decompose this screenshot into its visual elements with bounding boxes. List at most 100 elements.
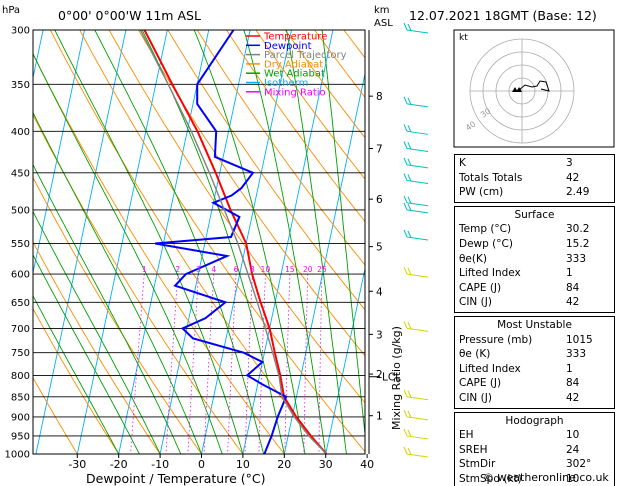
location-title: 0°00' 0°00'W 11m ASL — [58, 8, 201, 23]
pressure-tick-label: 400 — [11, 127, 30, 138]
mixing-ratio-label: 20 — [303, 265, 313, 274]
mixing-ratio-label: 25 — [317, 265, 327, 274]
legend-label: Temperature — [263, 32, 327, 43]
mu-row: Pressure (mb) 1015 — [459, 333, 593, 346]
isotherm-line — [33, 30, 85, 275]
mixing-ratio-label: 4 — [211, 265, 216, 274]
wind-barb-staff — [406, 103, 429, 108]
pressure-tick-label: 550 — [11, 239, 30, 250]
wind-barb-flag — [407, 429, 412, 437]
isotherm-line — [159, 30, 251, 454]
wind-barb-flag — [407, 23, 412, 31]
wind-barb-staff — [406, 180, 429, 185]
altitude-tick-label: 1 — [376, 411, 383, 423]
pressure-tick-label: 800 — [11, 371, 30, 382]
wind-barb-flag — [403, 195, 408, 203]
wind-barbs — [403, 22, 429, 458]
most-unstable-title: Most Unstable — [497, 318, 572, 331]
profile-lines — [139, 30, 328, 454]
wind-barb-flag — [403, 96, 408, 105]
wind-barb-flag — [403, 22, 408, 31]
mixing-ratio-label: 8 — [250, 265, 255, 274]
hodograph-storm-markers — [512, 87, 522, 92]
series-temperature — [143, 30, 328, 454]
mixing-ratio-label: 3 — [196, 265, 201, 274]
wind-barb-flag — [403, 229, 408, 238]
wind-barb-flag — [407, 410, 412, 418]
wind-barb — [403, 157, 429, 169]
temperature-tick-label: 0 — [198, 458, 205, 471]
isotherm-line — [283, 71, 365, 454]
mixing-ratio-line — [165, 274, 179, 454]
wind-barb — [403, 202, 429, 214]
wind-barb-staff — [406, 29, 429, 34]
temperature-tick-label: 30 — [319, 458, 333, 471]
surface-row: Lifted Index 1 — [459, 267, 573, 280]
wind-barb — [403, 195, 429, 207]
wind-barb-flag — [403, 321, 408, 329]
surface-row: Temp (°C) 30.2 — [459, 223, 590, 236]
hodo-row: SREH 24 — [459, 443, 580, 456]
wind-barb — [403, 22, 429, 34]
altitude-unit-asl: ASL — [374, 18, 393, 29]
wind-barb — [403, 389, 429, 401]
hodo-row: StmSpd (kt) 10 — [459, 472, 580, 485]
altitude-tick-label: 7 — [376, 143, 383, 155]
pressure-tick-label: 500 — [11, 205, 30, 216]
wind-barb-flag — [403, 389, 408, 397]
pressure-tick-label: 300 — [11, 26, 30, 37]
wind-barb-staff — [406, 236, 429, 241]
altitude-tick-label: 2 — [376, 369, 383, 381]
mixing-ratio-line — [187, 274, 199, 454]
pressure-tick-label: 900 — [11, 412, 30, 423]
altitude-unit: km — [374, 5, 390, 16]
altitude-axis: 8 7 6 5 4 3 2 1 LCL — [368, 30, 401, 454]
surface-box: Surface Temp (°C) 30.2 Dewp (°C) 15.2 θe(K… — [454, 205, 615, 313]
isotherm-line — [242, 30, 334, 454]
index-row-tt: Totals Totals 42 — [459, 171, 580, 184]
lcl-label: LCL — [382, 372, 401, 384]
dry-adiabat-line — [226, 30, 365, 223]
wind-barb-flag — [403, 409, 408, 418]
series-dewpoint — [154, 30, 288, 454]
wind-barb-flag — [407, 158, 412, 166]
surface-row: Dewp (°C) 15.2 — [459, 237, 590, 250]
mixing-ratio-label: 10 — [261, 265, 271, 274]
wind-barb-flag — [407, 267, 412, 275]
hodograph: kt 40 30 — [453, 29, 615, 148]
wind-barb-flag — [403, 266, 408, 275]
dry-adiabat-line — [255, 30, 365, 180]
pressure-tick-label: 850 — [11, 392, 30, 403]
wind-barb-flag — [407, 174, 412, 182]
mixing-ratio-labels: 1 2 3 4 6 8 10 15 20 25 — [142, 265, 327, 274]
most-unstable-box: Most Unstable Pressure (mb) 1015 θe (K) 33… — [454, 315, 615, 409]
wind-barb-flag — [407, 230, 412, 238]
wind-barb-flag — [407, 125, 412, 133]
mixing-ratio-line — [130, 274, 145, 454]
hodograph-frame — [453, 29, 615, 148]
surface-row: CIN (J) 42 — [459, 296, 580, 309]
wind-barb — [403, 409, 429, 421]
mixing-ratio-label: 6 — [234, 265, 239, 274]
copyright: © weatheronline.co.uk — [483, 471, 609, 484]
mixing-ratio-label: 2 — [175, 265, 180, 274]
wind-barb-flag — [403, 446, 408, 455]
wind-barb-staff — [406, 164, 429, 169]
altitude-tick-label: 6 — [376, 194, 383, 206]
surface-row: θe(K) 333 — [459, 252, 587, 265]
mu-row: θe (K) 333 — [459, 348, 587, 361]
dry-adiabat-line — [33, 307, 120, 454]
wind-barb-staff — [406, 327, 429, 332]
mu-row: CIN (J) 42 — [459, 391, 580, 404]
wind-barb-staff — [406, 416, 429, 421]
wind-barb-staff — [406, 202, 429, 207]
isotherm-line — [35, 30, 127, 454]
wind-barb-flag — [407, 203, 412, 211]
temperature-tick-label: 10 — [236, 458, 250, 471]
wind-barb — [403, 141, 429, 152]
wind-barb-flag — [407, 97, 412, 105]
